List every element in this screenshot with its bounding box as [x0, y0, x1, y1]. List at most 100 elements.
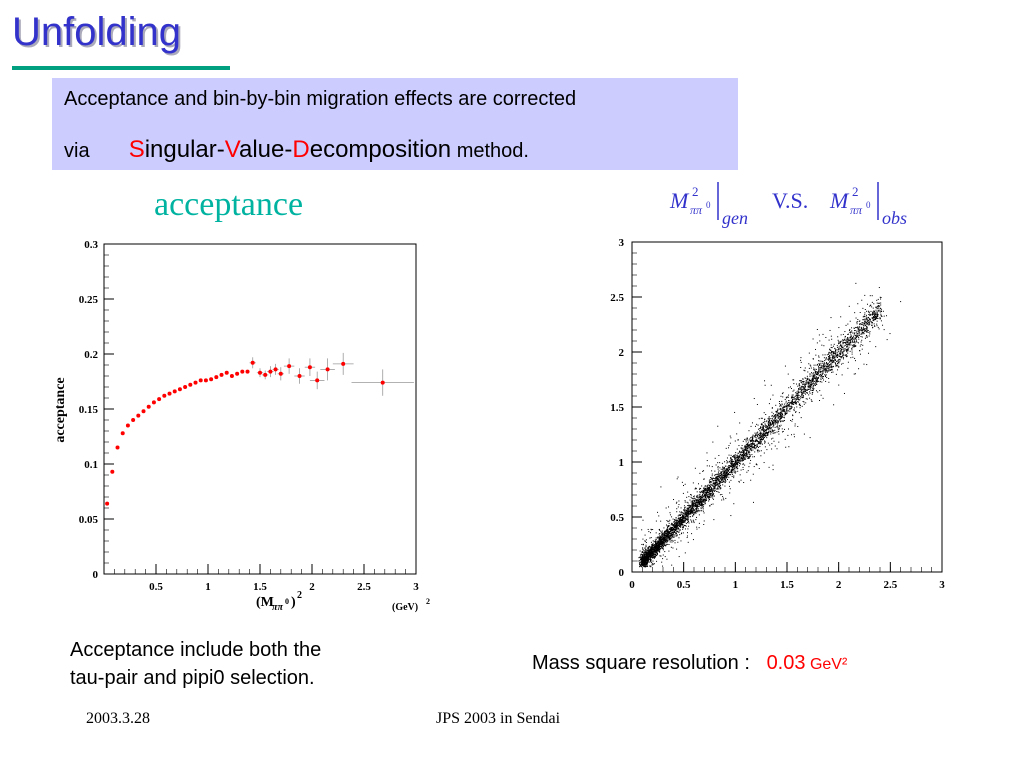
scatter-point — [720, 487, 722, 489]
scatter-point — [799, 389, 801, 391]
acceptance-marker — [315, 378, 320, 383]
scatter-point — [776, 412, 778, 414]
scatter-point — [868, 324, 870, 326]
scatter-point — [823, 371, 825, 373]
scatter-point — [705, 490, 707, 492]
acceptance-marker — [177, 387, 182, 392]
scatter-point — [681, 513, 683, 515]
scatter-point — [662, 541, 664, 543]
scatter-point — [771, 443, 773, 445]
acceptance-point — [294, 368, 305, 384]
scatter-point — [743, 449, 745, 451]
scatter-point — [695, 508, 697, 510]
scatter-point — [705, 497, 707, 499]
scatter-point — [808, 394, 810, 396]
scatter-point — [686, 535, 688, 537]
scatter-point — [672, 530, 674, 532]
scatter-point — [650, 541, 652, 543]
scatter-point — [828, 353, 830, 355]
scatter-point — [816, 377, 818, 379]
scatter-point — [878, 305, 880, 307]
scatter-point — [775, 419, 777, 421]
acceptance-marker — [151, 400, 156, 405]
scatter-point — [821, 376, 823, 378]
scatter-point — [666, 536, 668, 538]
scatter-point — [795, 393, 797, 395]
scatter-point — [669, 528, 671, 530]
scatter-point — [793, 383, 795, 385]
scatter-point — [784, 428, 786, 430]
scatter-point — [853, 332, 855, 334]
scatter-point — [798, 384, 800, 386]
scatter-point — [879, 296, 881, 298]
scatter-point — [835, 351, 837, 353]
scatter-point — [669, 514, 671, 516]
scatter-point — [772, 469, 774, 471]
scatter-point — [722, 467, 724, 469]
scatter-point — [861, 336, 863, 338]
scatter-point — [708, 486, 710, 488]
scatter-point — [779, 405, 781, 407]
scatter-point — [772, 413, 774, 415]
scatter-point — [712, 482, 714, 484]
scatter-point — [803, 403, 805, 405]
scatter-point — [847, 367, 849, 369]
scatter-point — [702, 490, 704, 492]
scatter-point — [802, 392, 804, 394]
scatter-point — [744, 453, 746, 455]
scatter-point — [800, 417, 802, 419]
scatter-point — [679, 511, 681, 513]
scatter-point — [878, 328, 880, 330]
scatter-point — [807, 383, 809, 385]
scatter-point — [691, 520, 693, 522]
scatter-point — [766, 434, 768, 436]
scatter-point — [812, 386, 814, 388]
scatter-point — [800, 367, 802, 369]
scatter-point — [795, 399, 797, 401]
scatter-point — [655, 551, 657, 553]
scatter-point — [735, 464, 737, 466]
scatter-point — [712, 480, 714, 482]
scatter-point — [679, 517, 681, 519]
scatter-point — [872, 311, 874, 313]
scatter-point — [771, 448, 773, 450]
scatter-point — [786, 404, 788, 406]
scatter-point — [687, 518, 689, 520]
scatter-point — [868, 319, 870, 321]
scatter-point — [692, 503, 694, 505]
acceptance-point — [256, 368, 264, 378]
scatter-point — [882, 324, 884, 326]
scatter-point — [861, 330, 863, 332]
scatter-point — [640, 554, 642, 556]
scatter-point — [815, 380, 817, 382]
scatter-point — [737, 460, 739, 462]
scatter-point — [752, 473, 754, 475]
scatter-point — [660, 486, 662, 488]
scatter-point — [820, 375, 822, 377]
scatter-point — [879, 317, 881, 319]
scatter-point — [790, 400, 792, 402]
scatter-point — [642, 548, 644, 550]
scatter-point — [705, 493, 707, 495]
scatter-point — [736, 465, 738, 467]
scatter-point — [646, 560, 648, 562]
scatter-point — [836, 349, 838, 351]
scatter-point — [733, 477, 735, 479]
scatter-point — [776, 421, 778, 423]
scatter-point — [754, 445, 756, 447]
scatter-point — [837, 363, 839, 365]
scatter-point — [689, 512, 691, 514]
scatter-point — [767, 433, 769, 435]
scatter-point — [852, 356, 854, 358]
scatter-point — [650, 557, 652, 559]
scatter-point — [712, 491, 714, 493]
scatter-point — [819, 360, 821, 362]
scatter-point — [692, 508, 694, 510]
scatter-point — [751, 442, 753, 444]
scatter-point — [685, 514, 687, 516]
scatter-point — [657, 540, 659, 542]
scatter-point — [705, 486, 707, 488]
scatter-point — [792, 403, 794, 405]
scatter-point — [777, 409, 779, 411]
scatter-point — [701, 494, 703, 496]
